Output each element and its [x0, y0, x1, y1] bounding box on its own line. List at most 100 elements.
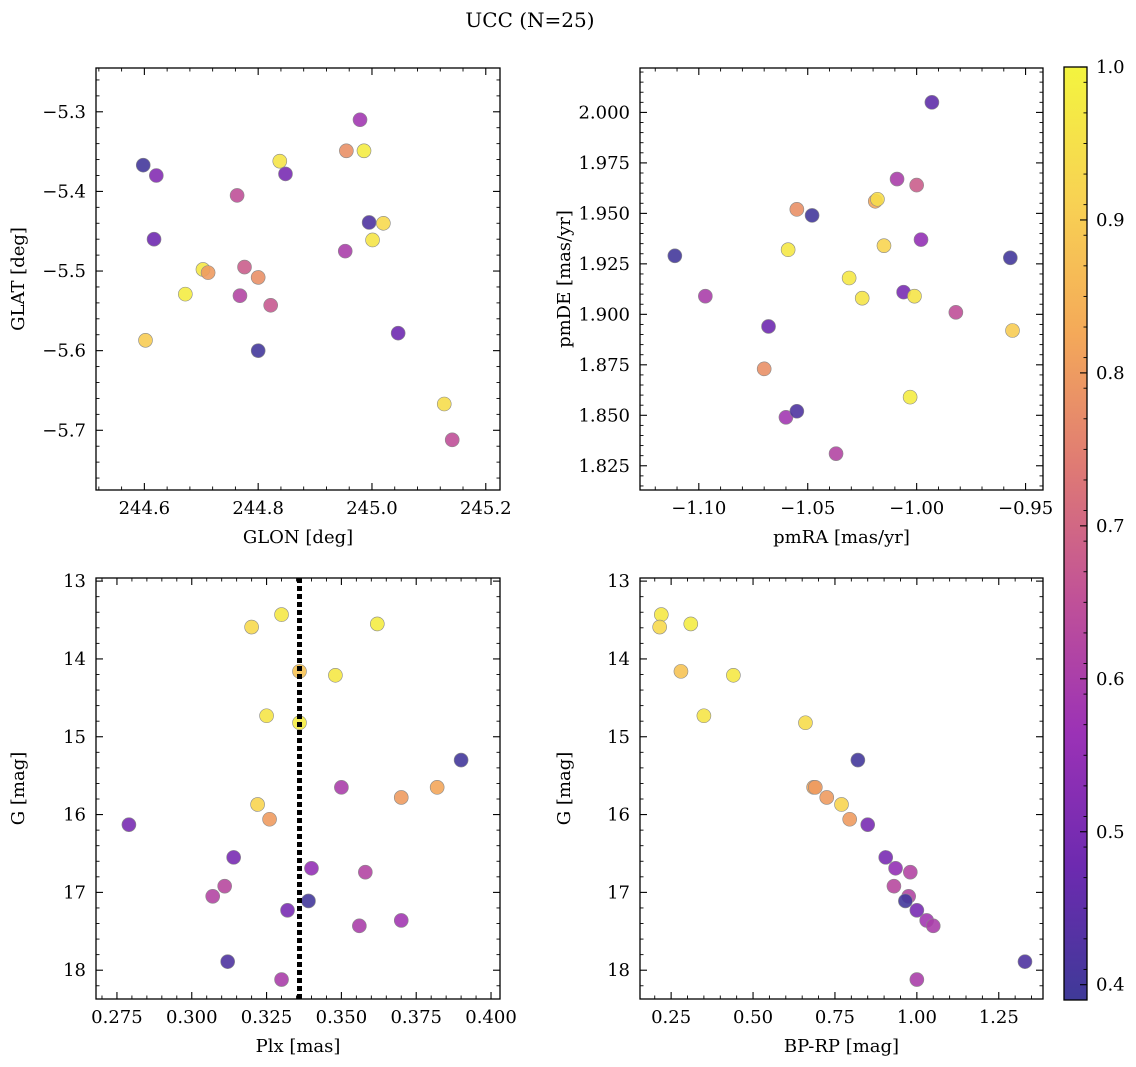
scatter-point [250, 343, 266, 358]
scatter-point [924, 95, 940, 110]
x-tick-label: 244.6 [119, 498, 171, 519]
scatter-point [250, 797, 265, 812]
scatter-point [149, 168, 164, 183]
figure-title: UCC (N=25) [465, 8, 594, 32]
panel-2: −1.10 −1.05 −1.00 −0.95 1.825 1.850 1.875 1.900… [554, 67, 1053, 548]
x-tick-label: 245.2 [460, 498, 512, 519]
y-tick-label: 16 [607, 805, 630, 826]
y-tick-label: 18 [607, 960, 630, 981]
y-tick-label: 18 [63, 960, 86, 981]
scatter-point [274, 607, 289, 622]
x-tick-label: −1.10 [671, 498, 726, 519]
scatter-point [948, 305, 964, 320]
y-tick-label: −5.7 [42, 420, 86, 441]
y-axis-label: GLAT [deg] [8, 227, 29, 331]
y-tick-label: −5.6 [42, 341, 86, 362]
scatter-point [337, 243, 353, 259]
y-tick-label: 1.950 [578, 203, 630, 224]
scatter-point [361, 215, 377, 230]
y-tick-label: −5.4 [42, 181, 86, 202]
scatter-point [909, 177, 924, 193]
x-tick-label: 0.325 [241, 1007, 293, 1028]
scatter-point [804, 208, 820, 223]
scatter-point [913, 232, 929, 247]
scatter-points [667, 95, 1020, 461]
scatter-point [205, 888, 221, 904]
x-tick-label: 1.00 [897, 1007, 937, 1028]
axes-frame [639, 577, 1044, 1000]
scatter-point [365, 232, 380, 248]
scatter-points [652, 607, 1033, 987]
x-tick-label: 0.50 [733, 1007, 773, 1028]
scatter-point [652, 619, 667, 635]
x-tick-label: 0.300 [166, 1007, 218, 1028]
scatter-point [178, 286, 193, 302]
scatter-point [274, 972, 289, 987]
scatter-point [909, 972, 925, 987]
scatter-point [789, 403, 805, 419]
panel-4: 0.25 0.50 0.75 1.00 1.25 13 14 15 16 17 18 BP-RP [m… [554, 571, 1044, 1057]
scatter-point [339, 143, 354, 159]
colorbar-tick-label: 1.0 [1096, 57, 1125, 78]
scatter-point [226, 850, 241, 865]
scatter-point [850, 752, 866, 768]
x-tick-label: −0.95 [998, 498, 1053, 519]
scatter-point [1005, 323, 1020, 338]
y-tick-label: 1.900 [578, 304, 630, 325]
scatter-point [828, 446, 844, 461]
scatter-point [146, 231, 162, 247]
y-axis-label: G [mag] [8, 752, 29, 825]
scatter-point [370, 616, 385, 632]
scatter-point [789, 202, 805, 217]
x-tick-label: 0.350 [316, 1007, 368, 1028]
x-axis-label: BP-RP [mag] [784, 1036, 899, 1057]
scatter-point [888, 860, 903, 876]
scatter-point [925, 918, 941, 934]
y-tick-label: 13 [607, 571, 630, 592]
axes-frame [95, 67, 501, 491]
y-tick-label: −5.3 [42, 102, 86, 123]
y-tick-label: 1.825 [578, 456, 630, 477]
scatter-point [903, 864, 918, 880]
scatter-point [886, 878, 902, 894]
scatter-point [854, 290, 870, 306]
scatter-point [807, 780, 823, 795]
scatter-point [244, 619, 259, 635]
scatter-point [135, 157, 151, 173]
x-tick-label: 0.25 [651, 1007, 691, 1028]
colorbar-gradient [1063, 66, 1088, 1001]
scatter-point [673, 664, 689, 679]
scatter-point [878, 850, 894, 865]
scatter-point [138, 333, 153, 348]
colorbar-tick-label: 0.6 [1096, 669, 1125, 690]
scatter-point [304, 860, 319, 876]
scatter-point [352, 112, 368, 128]
colorbar-tick-label: 0.5 [1096, 822, 1125, 843]
y-axis-label: G [mag] [554, 752, 575, 825]
scatter-points [135, 112, 460, 448]
colorbar-tick-label: 0.9 [1096, 210, 1125, 231]
scatter-point [393, 913, 409, 928]
scatter-point [834, 797, 849, 812]
scatter-point [819, 790, 835, 805]
scatter-point [259, 708, 274, 724]
scatter-point [798, 715, 813, 731]
scatter-point [653, 607, 669, 622]
scatter-point [898, 893, 913, 909]
y-tick-label: 15 [607, 727, 630, 748]
panel-3: 0.275 0.300 0.325 0.350 0.375 0.400 13 14 15 16 17… [8, 571, 517, 1057]
y-tick-label: −5.5 [42, 261, 86, 282]
x-tick-label: −1.05 [780, 498, 835, 519]
scatter-point [121, 817, 137, 832]
scatter-point [1003, 250, 1018, 266]
y-tick-label: 1.975 [578, 153, 630, 174]
y-tick-label: 14 [63, 649, 86, 670]
scatter-point [453, 752, 469, 768]
x-axis-label: pmRA [mas/yr] [773, 527, 910, 548]
scatter-point [301, 893, 316, 909]
scatter-point [328, 667, 343, 683]
y-axis-label: pmDE [mas/yr] [554, 210, 575, 348]
scatter-point [696, 708, 712, 724]
scatter-point [1017, 954, 1033, 969]
